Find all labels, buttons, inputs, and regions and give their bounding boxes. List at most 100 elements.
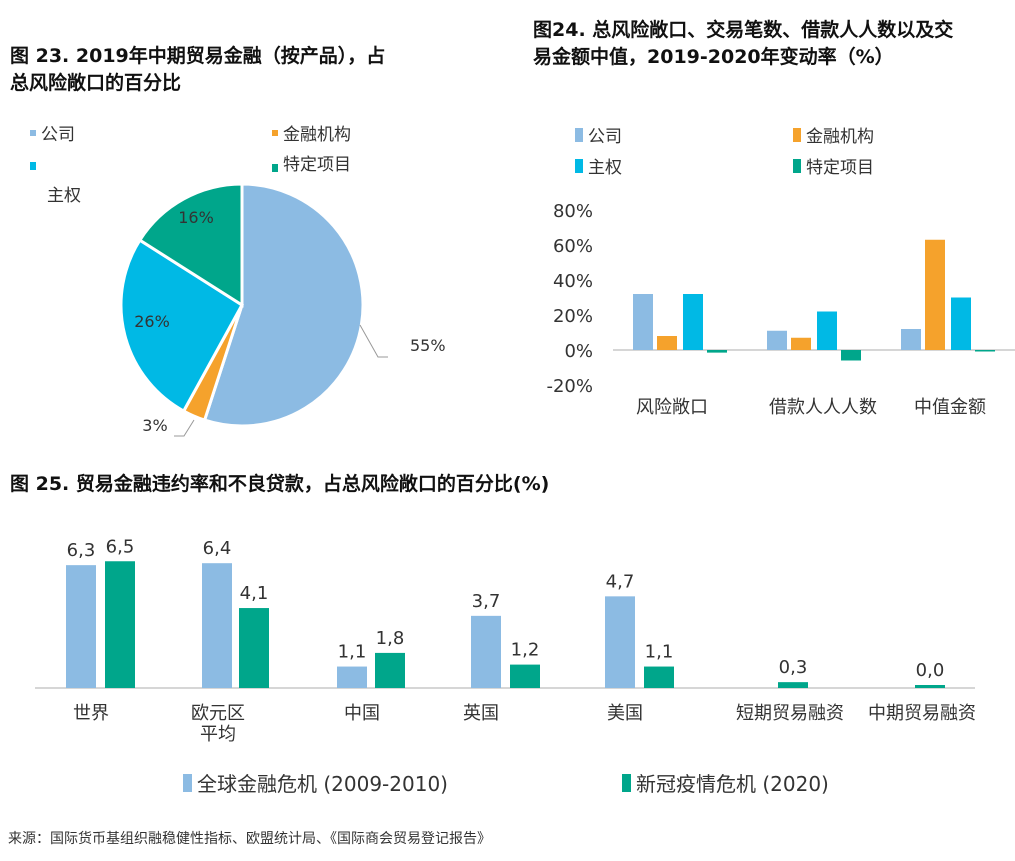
pie-legend-sovereign: 主权 <box>47 181 81 206</box>
data-label: 6,3 <box>67 540 96 561</box>
legend-label: 金融机构 <box>283 125 351 145</box>
bar-legend-specific: 特定项目 <box>793 153 874 178</box>
fig24-title: 图24. 总风险敞口、交易笔数、借款人人数以及交 易金额中值，2019-2020… <box>533 17 953 71</box>
bar-特定项目-中值金额 <box>975 350 995 352</box>
bar-主权-借款人人人数 <box>817 311 837 350</box>
legend-label: 全球金融危机 (2009-2010) <box>197 772 448 796</box>
pie-legend-company: 公司 <box>30 120 75 145</box>
fig25-legend-covid: 新冠疫情危机 (2020) <box>622 768 829 797</box>
x-tick-label: 中值金额 <box>914 397 986 418</box>
bar-legend-fi: 金融机构 <box>793 122 874 147</box>
bar-covid-3 <box>510 664 540 688</box>
bar-公司-风险敞口 <box>633 294 653 350</box>
pie-legend-sovereign-swatch <box>30 162 36 170</box>
bar-特定项目-风险敞口 <box>707 350 727 353</box>
legend-swatch <box>272 129 278 136</box>
legend-swatch <box>793 158 801 173</box>
bar-金融机构-中值金额 <box>925 239 945 350</box>
legend-label: 主权 <box>588 158 622 178</box>
bar-gfc-4 <box>605 596 635 688</box>
bar-gfc-2 <box>337 666 367 688</box>
bar-公司-中值金额 <box>901 329 921 350</box>
data-label: 0,0 <box>916 660 945 681</box>
bar-公司-借款人人人数 <box>767 330 787 350</box>
legend-swatch <box>30 129 36 136</box>
data-label: 1,8 <box>376 628 405 649</box>
x-tick-label: 中期贸易融资 <box>868 703 976 724</box>
fig25-legend-gfc: 全球金融危机 (2009-2010) <box>183 768 448 797</box>
pie-leader-line <box>359 324 388 358</box>
pie-slice-specific <box>137 182 244 308</box>
bar-covid-6 <box>915 685 945 688</box>
bar-covid-2 <box>375 652 405 688</box>
pie-label: 55% <box>410 336 446 355</box>
pie-slice-sovereign <box>119 238 244 414</box>
pie-label: 16% <box>178 208 214 227</box>
x-tick-label: 短期贸易融资 <box>736 703 844 724</box>
x-tick-label: 世界 <box>73 703 109 724</box>
bar-金融机构-风险敞口 <box>657 336 677 350</box>
bar-gfc-3 <box>471 615 501 688</box>
bar-legend-sovereign: 主权 <box>575 153 622 178</box>
data-label: 6,4 <box>203 538 232 559</box>
x-tick-label: 欧元区 <box>191 703 245 724</box>
bar-covid-0 <box>105 561 135 688</box>
data-label: 6,5 <box>106 536 135 557</box>
fig23-title-line1: 图 23. 2019年中期贸易金融（按产品），占 <box>10 45 386 67</box>
bar-gfc-1 <box>202 563 232 688</box>
legend-swatch <box>272 163 278 172</box>
x-tick-label: 借款人人人数 <box>769 397 877 418</box>
data-label: 4,1 <box>240 583 269 604</box>
bar-主权-风险敞口 <box>683 294 703 350</box>
legend-swatch <box>183 773 192 792</box>
data-label: 1,1 <box>338 642 367 663</box>
legend-swatch <box>793 127 801 142</box>
fig23-title-line2: 总风险敞口的百分比 <box>10 72 182 94</box>
fig24-title-line2: 易金额中值，2019-2020年变动率（%） <box>533 46 894 68</box>
y-tick-label: 20% <box>553 306 593 327</box>
bar-主权-中值金额 <box>951 297 971 350</box>
data-label: 1,2 <box>511 640 540 661</box>
data-label: 4,7 <box>606 571 635 592</box>
x-tick-label: 美国 <box>607 703 643 724</box>
fig23-title: 图 23. 2019年中期贸易金融（按产品），占 总风险敞口的百分比 <box>10 43 385 97</box>
pie-label: 26% <box>134 312 170 331</box>
fig24-title-line1: 图24. 总风险敞口、交易笔数、借款人人数以及交 <box>533 19 954 41</box>
source-note: 来源：国际货币基组织融稳健性指标、欧盟统计局、《国际商会贸易登记报告》 <box>8 831 491 847</box>
legend-label: 特定项目 <box>283 155 351 175</box>
x-tick-label: 风险敞口 <box>636 397 708 418</box>
fig25-title: 图 25. 贸易金融违约率和不良贷款，占总风险敞口的百分比(%) <box>10 473 550 495</box>
y-tick-label: 80% <box>553 201 593 222</box>
legend-swatch <box>30 162 36 170</box>
x-tick-label: 英国 <box>463 703 499 724</box>
data-label: 1,1 <box>645 642 674 663</box>
legend-label: 金融机构 <box>806 127 874 147</box>
legend-label: 特定项目 <box>806 158 874 178</box>
legend-label: 公司 <box>588 127 622 147</box>
bar-金融机构-借款人人人数 <box>791 337 811 350</box>
y-tick-label: 40% <box>553 271 593 292</box>
x-tick-label: 平均 <box>200 724 236 745</box>
bar-legend-company: 公司 <box>575 122 622 147</box>
pie-slice-company <box>202 182 365 428</box>
legend-label: 新冠疫情危机 (2020) <box>636 772 829 796</box>
legend-label: 主权 <box>47 186 81 206</box>
pie-leader-line <box>174 419 195 437</box>
legend-label: 公司 <box>41 125 75 145</box>
pie-legend-specific: 特定项目 <box>272 150 351 175</box>
legend-swatch <box>575 158 583 173</box>
legend-swatch <box>575 127 583 142</box>
y-tick-label: 0% <box>564 341 593 362</box>
pie-legend-fi: 金融机构 <box>272 120 351 145</box>
bar-gfc-0 <box>66 565 96 688</box>
bar-特定项目-借款人人人数 <box>841 350 861 361</box>
y-tick-label: 60% <box>553 236 593 257</box>
x-tick-label: 中国 <box>344 703 380 724</box>
y-tick-label: -20% <box>546 376 593 397</box>
bar-covid-5 <box>778 682 808 688</box>
legend-swatch <box>622 773 631 792</box>
pie-label: 3% <box>142 416 167 435</box>
data-label: 3,7 <box>472 591 501 612</box>
